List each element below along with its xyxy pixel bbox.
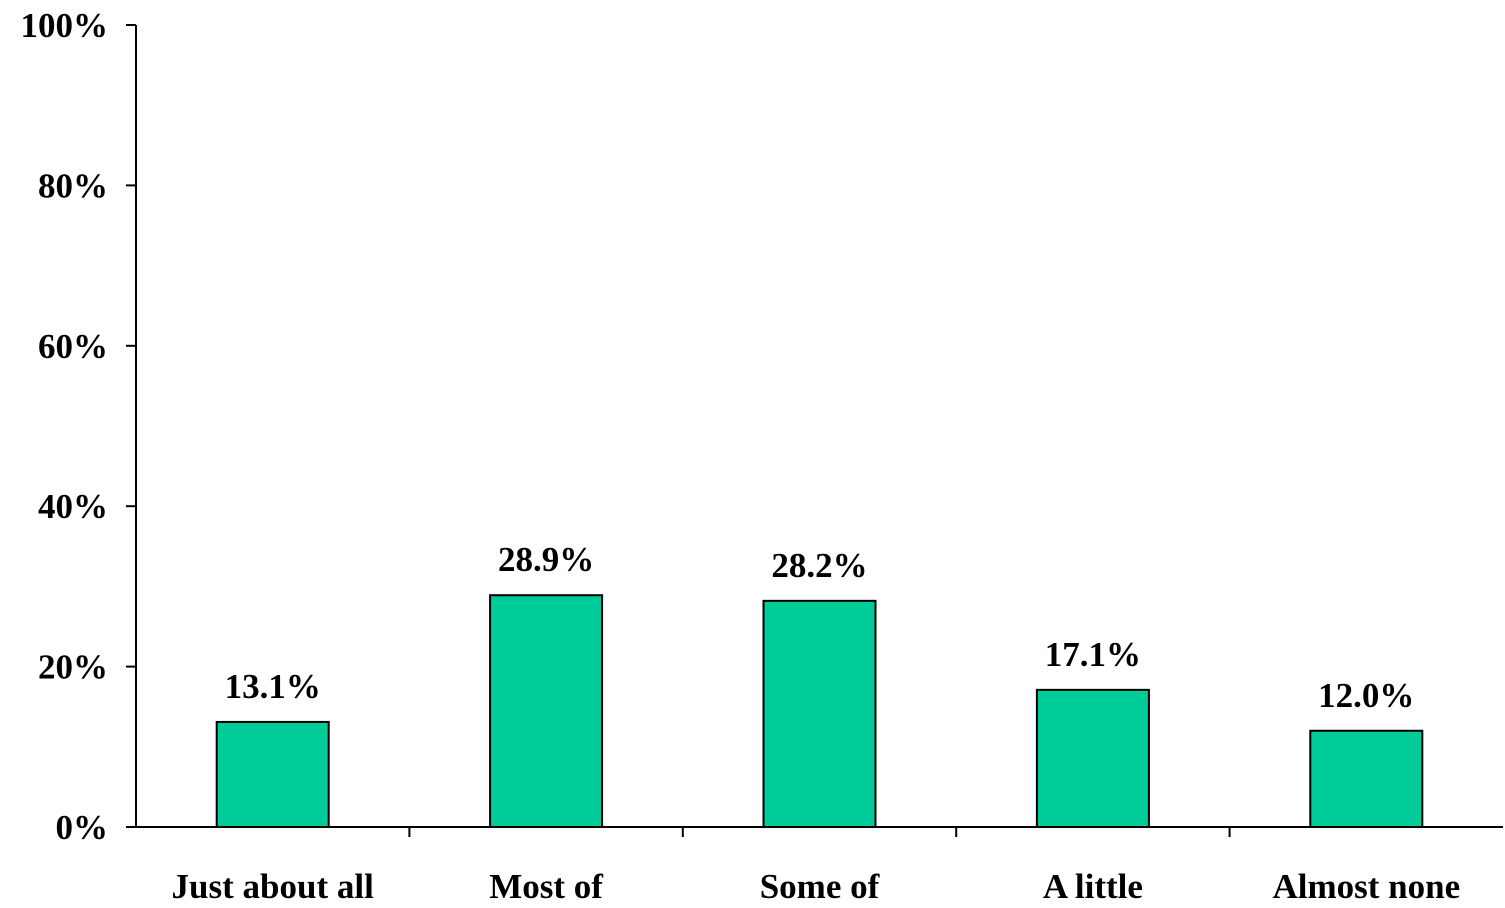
y-axis-tick-labels: 0% 20% 40% 60% 80% 100%: [21, 6, 109, 847]
data-label: 12.0%: [1318, 676, 1414, 715]
y-tick-label: 80%: [38, 166, 108, 205]
y-tick-label: 100%: [21, 6, 109, 45]
data-label: 17.1%: [1045, 635, 1141, 674]
x-axis-ticks: [408, 827, 1231, 837]
y-axis-ticks: [126, 24, 136, 828]
category-label: Some of: [760, 867, 880, 906]
y-tick-label: 60%: [38, 327, 108, 366]
bar: [762, 599, 877, 828]
category-label: Almost none: [1272, 867, 1460, 906]
bar: [1035, 688, 1150, 828]
x-axis-category-labels: Just about all Most of Some of A little Almo…: [172, 867, 1461, 906]
y-tick-label: 20%: [38, 648, 108, 687]
category-label: Most of: [489, 867, 603, 906]
bar: [1309, 729, 1424, 829]
category-label: Just about all: [172, 867, 375, 906]
category-label: A little: [1043, 867, 1143, 906]
y-tick-label: 0%: [56, 808, 109, 847]
bar-series: [215, 594, 1424, 829]
data-label: 13.1%: [225, 667, 321, 706]
bar: [489, 594, 604, 828]
y-tick-label: 40%: [38, 487, 108, 526]
data-label: 28.9%: [498, 540, 594, 579]
data-labels: 13.1% 28.9% 28.2% 17.1% 12.0%: [225, 540, 1415, 715]
bar: [215, 720, 330, 828]
data-label: 28.2%: [771, 546, 867, 585]
